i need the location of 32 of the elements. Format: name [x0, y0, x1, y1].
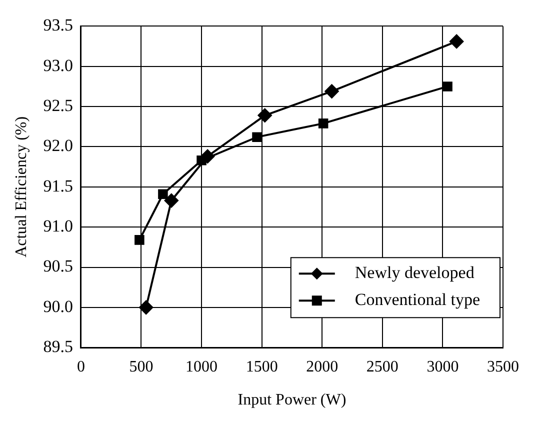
x-tick-label: 1000 [186, 358, 218, 376]
point [139, 300, 154, 314]
x-tick-label: 3000 [426, 358, 459, 376]
legend-label: Newly developed [354, 263, 475, 282]
legend-label: Conventional type [354, 290, 480, 310]
x-tick-label: 3500 [487, 358, 519, 376]
point [158, 189, 168, 200]
x-tick-label: 1500 [246, 358, 278, 376]
point [252, 132, 262, 142]
x-tick-label: 0 [76, 358, 85, 376]
point [450, 34, 464, 48]
point [200, 149, 215, 164]
point [442, 82, 452, 92]
y-tick-label: 89.5 [43, 337, 73, 356]
y-axis-title: Actual Efficiency (%) [12, 116, 30, 258]
x-axis-title: Input Power (W) [238, 392, 346, 409]
y-tick-label: 91.0 [43, 216, 73, 236]
point [258, 108, 272, 122]
x-tick-label: 2000 [306, 358, 338, 376]
point [134, 235, 144, 245]
point [164, 194, 178, 208]
y-tick-label: 90.0 [43, 296, 73, 316]
y-tick-label: 91.5 [43, 176, 73, 196]
y-tick-label: 93.0 [43, 56, 73, 75]
y-tick-label: 92.5 [43, 96, 73, 116]
point [318, 118, 328, 128]
y-tick-label: 90.5 [43, 256, 73, 276]
x-tick-label: 2500 [366, 358, 398, 376]
y-tick-label: 92.0 [43, 136, 73, 156]
point [324, 84, 339, 98]
y-tick-label: 93.5 [43, 16, 73, 35]
x-tick-label: 500 [129, 358, 154, 376]
